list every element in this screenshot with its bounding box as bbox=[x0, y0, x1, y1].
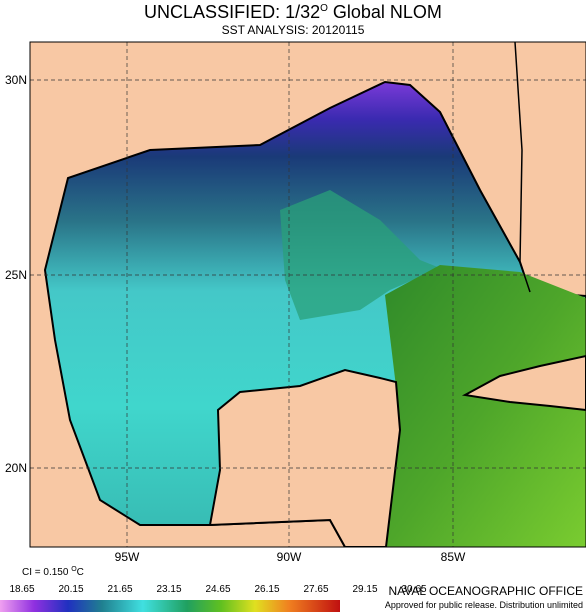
colorbar-label: 23.15 bbox=[156, 584, 181, 595]
lat-label: 20N bbox=[5, 461, 27, 475]
title-main: UNCLASSIFIED: 1/32 bbox=[144, 2, 320, 22]
ci-superscript: O bbox=[71, 566, 77, 573]
colorbar-label: 29.15 bbox=[352, 584, 377, 595]
caribbean-water bbox=[385, 265, 586, 547]
title-rest: Global NLOM bbox=[328, 2, 442, 22]
mid-gulf-water bbox=[280, 190, 440, 320]
map-frame bbox=[29, 41, 586, 548]
lon-label: 95W bbox=[115, 550, 140, 564]
lon-label: 85W bbox=[441, 550, 466, 564]
ci-unit: C bbox=[77, 567, 84, 578]
colorbar-label: 18.65 bbox=[9, 584, 34, 595]
lat-label: 30N bbox=[5, 73, 27, 87]
contour-interval: CI = 0.150 OC bbox=[22, 566, 84, 578]
graticule bbox=[30, 42, 586, 547]
colorbar-label: 24.65 bbox=[205, 584, 230, 595]
colorbar-labels: 18.65 20.15 21.65 23.15 24.65 26.15 27.65 29.15… bbox=[9, 584, 426, 595]
lon-label: 90W bbox=[277, 550, 302, 564]
office-name: NAVAL OCEANOGRAPHIC OFFICE bbox=[389, 584, 583, 598]
map-title: UNCLASSIFIED: 1/32O Global NLOM bbox=[144, 2, 442, 22]
colorbar-label: 26.15 bbox=[254, 584, 279, 595]
colorbar-label: 20.15 bbox=[58, 584, 83, 595]
cuba bbox=[461, 354, 586, 412]
title-superscript: O bbox=[320, 3, 328, 14]
yucatan bbox=[208, 368, 402, 547]
map-area bbox=[30, 42, 586, 547]
map-subtitle: SST ANALYSIS: 20120115 bbox=[222, 23, 365, 37]
colorbar-label: 30.65 bbox=[401, 584, 426, 595]
colorbar-label: 27.65 bbox=[303, 584, 328, 595]
florida-coast bbox=[439, 42, 531, 293]
ci-text: CI = 0.150 bbox=[22, 567, 71, 578]
colorbar-label: 21.65 bbox=[107, 584, 132, 595]
lat-label: 25N bbox=[5, 268, 27, 282]
release-note: Approved for public release. Distributio… bbox=[385, 600, 583, 610]
colorbar bbox=[0, 600, 340, 612]
